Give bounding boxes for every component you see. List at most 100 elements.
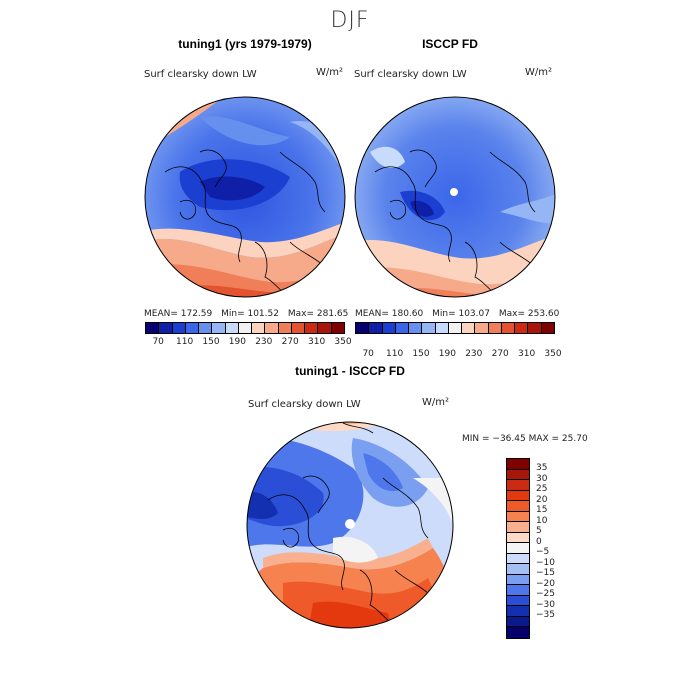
colorbar-swatch [422,323,436,333]
colorbar-swatch [475,323,489,333]
colorbar-swatch [541,323,554,333]
obs-polar-map [354,96,556,298]
colorbar-swatch [507,574,529,585]
obs-colorbar-ticks: 70 110 150 190 230 270 310 350 [355,349,561,361]
diff-map-border [246,421,454,629]
colorbar-tick-label: 150 [202,337,220,347]
colorbar-swatch [507,480,529,491]
colorbar-tick-label: −15 [536,568,555,578]
model-colorbar [145,322,345,334]
colorbar-swatch [507,585,529,596]
colorbar-tick-label: 70 [152,337,164,347]
colorbar-tick-label: 350 [544,349,562,359]
model-stats: MEAN= 172.59 Min= 101.52 Max= 281.65 [144,309,354,319]
colorbar-swatch [225,323,239,333]
colorbar-tick-label: 0 [536,536,542,547]
colorbar-swatch [507,606,529,617]
colorbar-swatch [395,323,410,333]
colorbar-swatch [448,323,463,333]
colorbar-tick-label: 230 [465,349,483,359]
colorbar-tick-label: 20 [536,494,548,505]
colorbar-swatch [507,469,529,480]
colorbar-swatch [305,323,319,333]
colorbar-swatch [528,323,542,333]
colorbar-tick-label: 15 [536,505,548,515]
colorbar-tick-label: −20 [536,578,555,589]
colorbar-swatch [507,595,529,606]
model-variable-label: Surf clearsky down LW [144,69,257,80]
colorbar-swatch [507,459,529,470]
obs-units-label: W/m² [525,67,553,78]
colorbar-tick-label: 30 [536,473,548,484]
diff-colorbar [506,458,530,639]
colorbar-swatch [146,323,160,333]
colorbar-swatch [409,323,423,333]
colorbar-swatch [507,490,529,501]
colorbar-swatch [238,323,253,333]
colorbar-tick-label: 10 [536,515,548,526]
colorbar-tick-label: 5 [536,526,542,536]
colorbar-tick-label: 70 [362,349,374,359]
obs-mean: MEAN= 180.60 [355,309,424,319]
obs-panel-title: ISCCP FD [422,37,478,51]
colorbar-swatch [507,616,529,627]
model-panel-title: tuning1 (yrs 1979-1979) [178,37,312,51]
colorbar-tick-label: 230 [255,337,273,347]
colorbar-swatch [507,501,529,512]
colorbar-swatch [507,627,529,638]
colorbar-tick-label: 270 [491,349,509,359]
colorbar-swatch [212,323,226,333]
diff-colorbar-labels: 35 30 25 20 15 10 5 0 −5 −10 −15 −20 −25 −30 −35 [536,458,555,639]
colorbar-swatch [507,522,529,533]
model-polar-map [144,96,346,298]
colorbar-tick-label: 25 [536,484,548,494]
model-min: Min= 101.52 [221,309,279,319]
colorbar-swatch [515,323,529,333]
diff-units-label: W/m² [422,397,450,408]
model-colorbar-ticks: 70 110 150 190 230 270 310 350 [145,337,351,349]
diff-polar-map [246,421,454,629]
obs-pole-hole [450,188,458,196]
colorbar-swatch [507,532,529,543]
colorbar-tick-label: −25 [536,589,555,599]
colorbar-swatch [172,323,186,333]
colorbar-swatch [252,323,266,333]
colorbar-swatch [278,323,292,333]
diff-panel-title: tuning1 - ISCCP FD [295,364,405,378]
diff-map-field [247,422,453,628]
colorbar-tick-label: 110 [386,349,404,359]
colorbar-swatch [382,323,396,333]
diff-colorbar-group: 35 30 25 20 15 10 5 0 −5 −10 −15 −20 −25 −30 −35 [506,458,555,639]
colorbar-swatch [369,323,383,333]
colorbar-swatch [507,564,529,575]
colorbar-swatch [356,323,370,333]
diff-coastlines [267,422,431,626]
colorbar-swatch [331,323,344,333]
colorbar-swatch [435,323,449,333]
colorbar-tick-label: −35 [536,610,555,620]
obs-stats: MEAN= 180.60 Min= 103.07 Max= 253.60 [355,309,565,319]
diff-minmax: MIN = −36.45 MAX = 25.70 [462,434,588,444]
colorbar-swatch [507,553,529,564]
colorbar-tick-label: 150 [412,349,430,359]
colorbar-tick-label: 35 [536,463,548,473]
model-mean: MEAN= 172.59 [144,309,213,319]
obs-variable-label: Surf clearsky down LW [354,69,467,80]
obs-min: Min= 103.07 [432,309,490,319]
colorbar-tick-label: 310 [518,349,536,359]
colorbar-swatch [159,323,173,333]
obs-colorbar [355,322,555,334]
colorbar-tick-label: 190 [438,349,456,359]
colorbar-swatch [291,323,306,333]
colorbar-swatch [265,323,279,333]
colorbar-swatch [462,323,476,333]
colorbar-tick-label: 270 [281,337,299,347]
diff-pole-hole [345,519,355,529]
colorbar-tick-label: −30 [536,599,555,610]
colorbar-swatch [501,323,516,333]
colorbar-tick-label: 190 [228,337,246,347]
colorbar-tick-label: 310 [308,337,326,347]
colorbar-swatch [318,323,332,333]
colorbar-swatch [199,323,213,333]
colorbar-swatch [488,323,502,333]
